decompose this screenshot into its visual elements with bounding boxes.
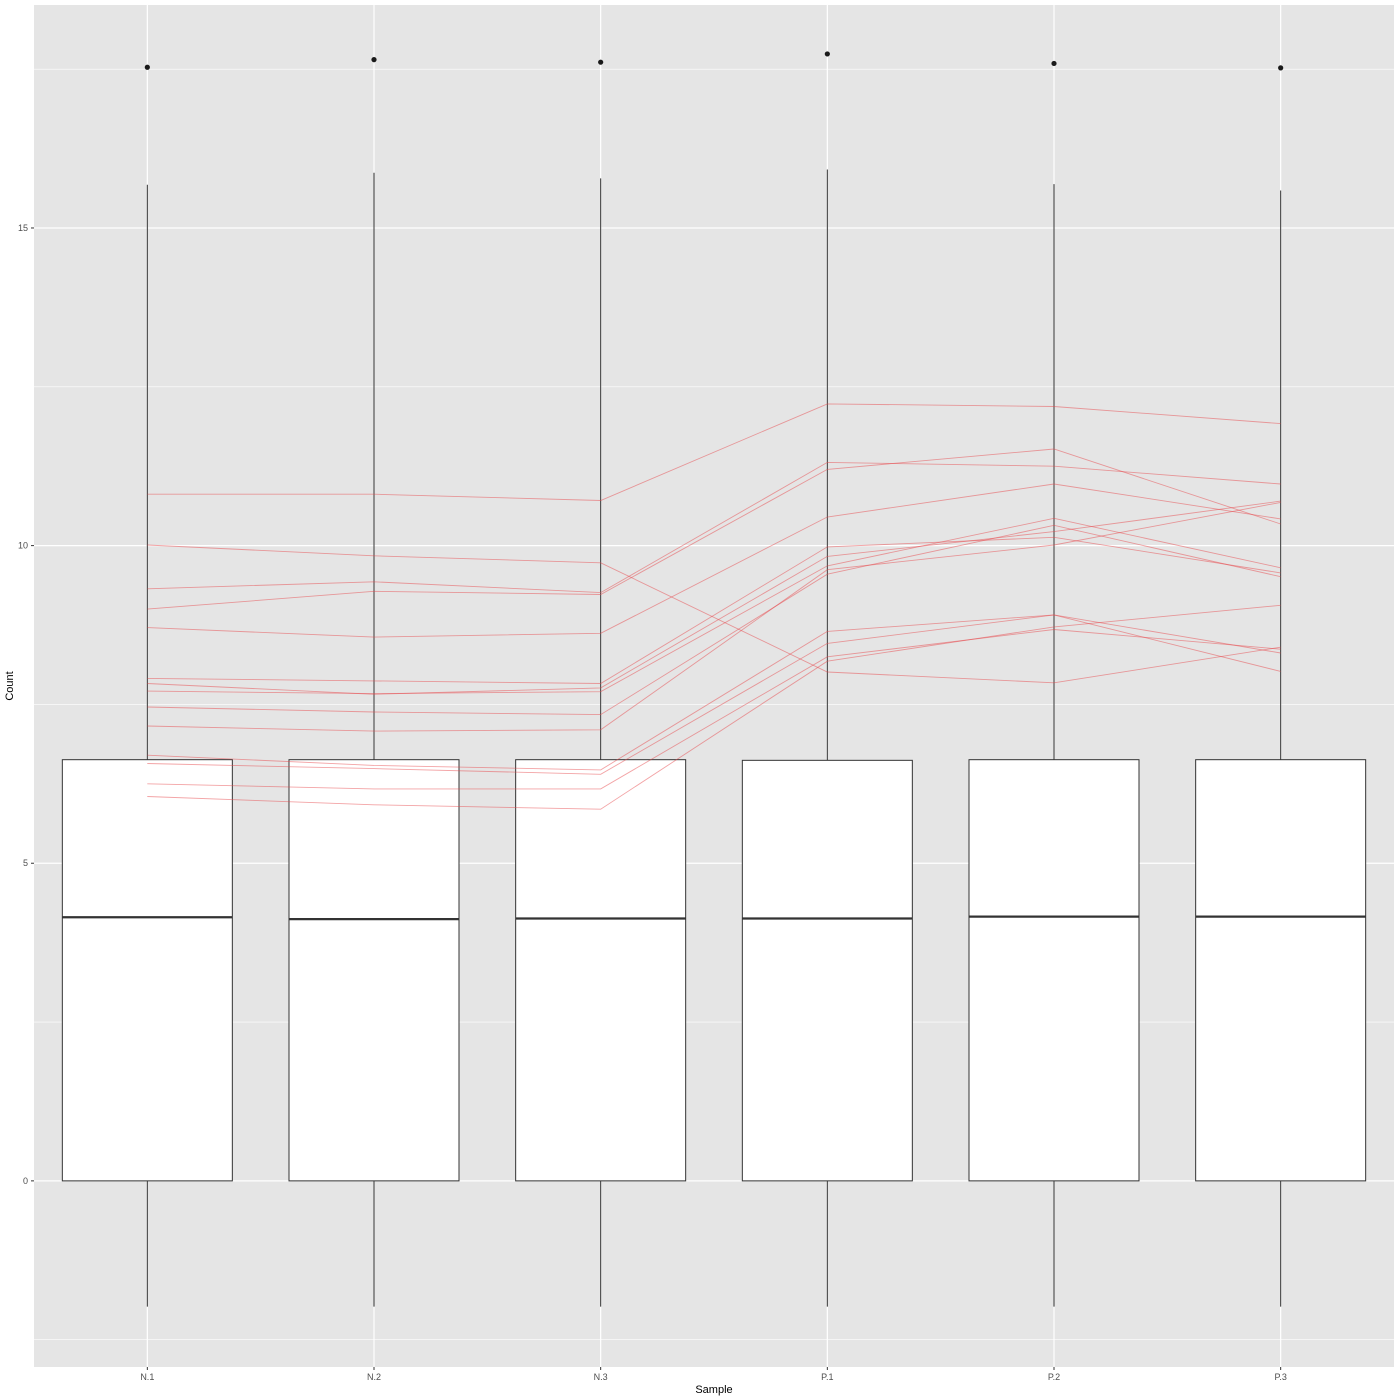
x-tick-label: P.3 [1274, 1372, 1286, 1382]
gene-line [147, 604, 1281, 810]
gene-line [147, 517, 1281, 695]
gene-line [147, 629, 1281, 790]
gene-line [147, 524, 1281, 716]
gene-line [147, 536, 1281, 684]
y-tick-label: 5 [23, 858, 28, 868]
outlier-point [598, 59, 604, 65]
gene-line [147, 403, 1281, 501]
y-axis-title: Count [4, 671, 16, 700]
box-N.3 [515, 59, 687, 1307]
x-tick-label: N.3 [594, 1372, 608, 1382]
box-rect [288, 759, 460, 1182]
box-rect [741, 759, 913, 1182]
gene-line [147, 544, 1281, 684]
gene-lines-layer [147, 403, 1281, 810]
gene-line [147, 614, 1281, 775]
box-rect [1195, 759, 1367, 1182]
x-tick-label: P.2 [1048, 1372, 1060, 1382]
gene-line [147, 448, 1281, 610]
y-tick-label: 10 [18, 541, 28, 551]
axis-ticks: 0 5 10 15 N.1 N.2 N.3 P.1 P.2 P.3 [18, 223, 1287, 1382]
gene-line [147, 501, 1281, 732]
x-tick-label: N.1 [140, 1372, 154, 1382]
x-axis-title: Sample [695, 1384, 732, 1396]
outlier-point [1051, 60, 1057, 67]
box-rect [968, 759, 1140, 1182]
gene-line [147, 614, 1281, 771]
box-rect [61, 759, 233, 1182]
gene-line [147, 483, 1281, 638]
boxes-layer [61, 51, 1367, 1307]
box-rect [515, 759, 687, 1182]
y-tick-label: 15 [18, 223, 28, 233]
y-tick-label: 0 [23, 1176, 28, 1186]
outlier-point [1278, 65, 1284, 71]
outlier-point [371, 57, 377, 63]
x-tick-label: N.2 [367, 1372, 381, 1382]
outlier-point [824, 51, 830, 57]
box-N.2 [288, 57, 460, 1307]
plot-panel [34, 5, 1394, 1367]
box-P.3 [1195, 65, 1367, 1307]
outlier-point [144, 64, 150, 70]
box-N.1 [61, 64, 233, 1307]
x-tick-label: P.1 [821, 1372, 833, 1382]
box-P.1 [741, 51, 913, 1307]
box-P.2 [968, 60, 1140, 1307]
gene-line [147, 461, 1281, 594]
